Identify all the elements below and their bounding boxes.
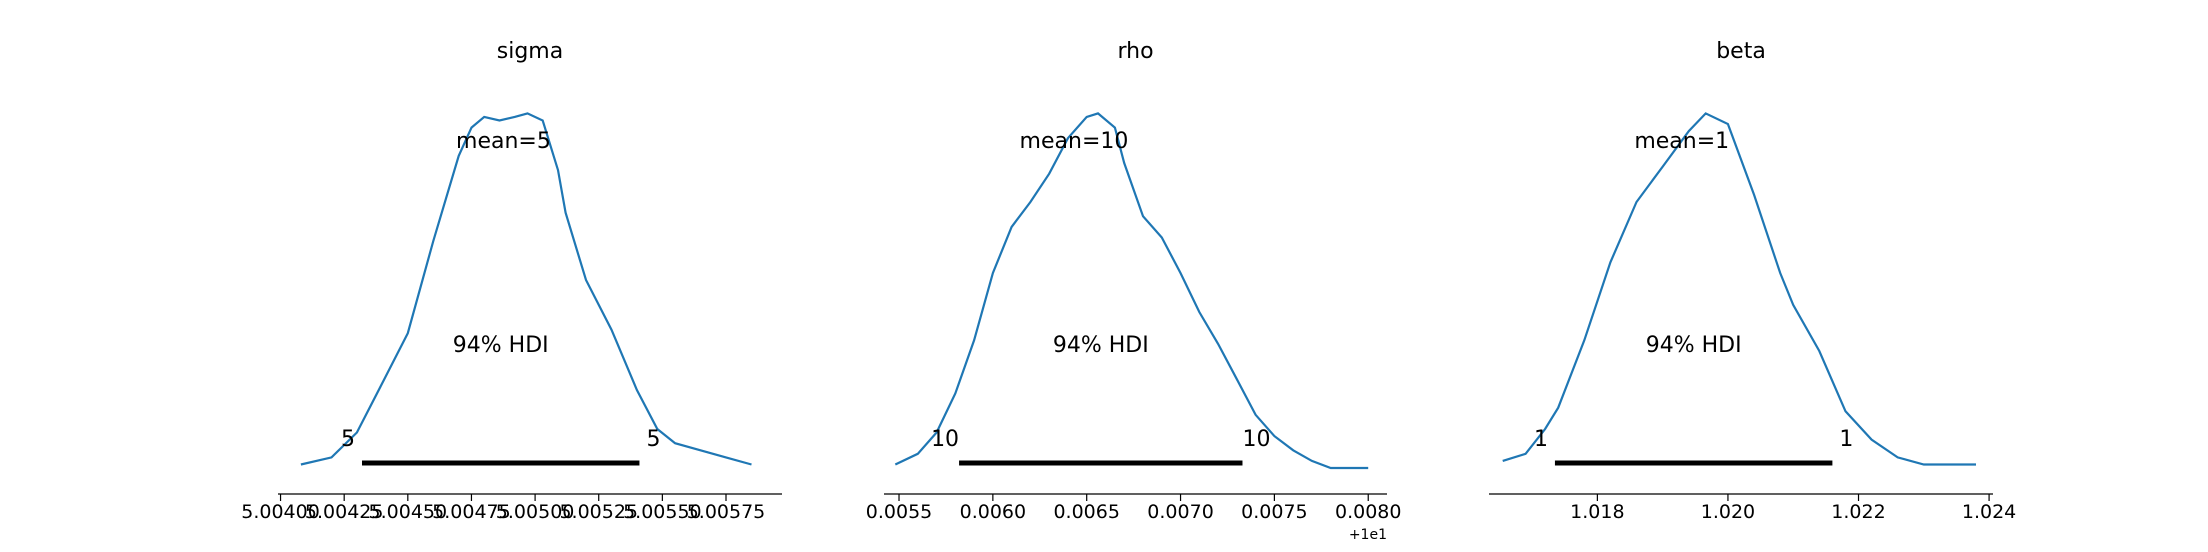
x-tick-label: 5.00500: [496, 501, 575, 523]
x-tick-label: 1.022: [1831, 501, 1885, 523]
hdi-high-label: 10: [1242, 427, 1270, 452]
plot-title: beta: [1716, 39, 1766, 64]
x-tick-label: 0.0070: [1147, 501, 1213, 523]
x-tick-label: 5.00450: [369, 501, 448, 523]
mean-label: mean=10: [1020, 129, 1129, 154]
hdi-low-label: 10: [931, 427, 959, 452]
plot-title: rho: [1117, 39, 1153, 64]
mean-label: mean=1: [1634, 129, 1729, 154]
x-tick-label: 1.018: [1570, 501, 1624, 523]
density-curve: [894, 112, 1369, 470]
hdi-high-label: 5: [646, 427, 660, 452]
x-tick-label: 0.0055: [866, 501, 932, 523]
plot-panel-beta: beta mean=1 94% HDI 1 1 1.018 1.020 1.022 1.024: [1489, 39, 2016, 523]
hdi-high-label: 1: [1839, 427, 1853, 452]
x-tick-label: 5.00400: [241, 501, 320, 523]
hdi-label: 94% HDI: [1646, 333, 1742, 358]
x-offset-label: +1e1: [1349, 527, 1387, 543]
x-tick-label: 5.00550: [623, 501, 702, 523]
plot-panel-rho: rho mean=10 94% HDI 10 10 0.0055 0.0060 0.0065 0…: [866, 39, 1402, 543]
x-tick-label: 0.0080: [1335, 501, 1401, 523]
x-tick-label: 5.00525: [559, 501, 638, 523]
x-tick-label: 0.0075: [1241, 501, 1307, 523]
x-tick-label: 5.00575: [687, 501, 766, 523]
density-curve: [300, 112, 752, 466]
x-tick-label: 0.0065: [1053, 501, 1119, 523]
x-tick-label: 1.024: [1962, 501, 2016, 523]
density-curve: [1502, 112, 1976, 466]
hdi-low-label: 1: [1534, 427, 1548, 452]
plot-panel-sigma: sigma mean=5 94% HDI 5 5 5.004005.004255.0045…: [241, 39, 782, 523]
hdi-label: 94% HDI: [453, 333, 549, 358]
x-tick-label: 0.0060: [960, 501, 1026, 523]
x-tick-label: 1.020: [1701, 501, 1755, 523]
hdi-label: 94% HDI: [1053, 333, 1149, 358]
mean-label: mean=5: [456, 129, 551, 154]
x-tick-label: 5.00425: [305, 501, 384, 523]
x-tick-label: 5.00475: [432, 501, 511, 523]
plot-title: sigma: [497, 39, 563, 64]
hdi-low-label: 5: [341, 427, 355, 452]
